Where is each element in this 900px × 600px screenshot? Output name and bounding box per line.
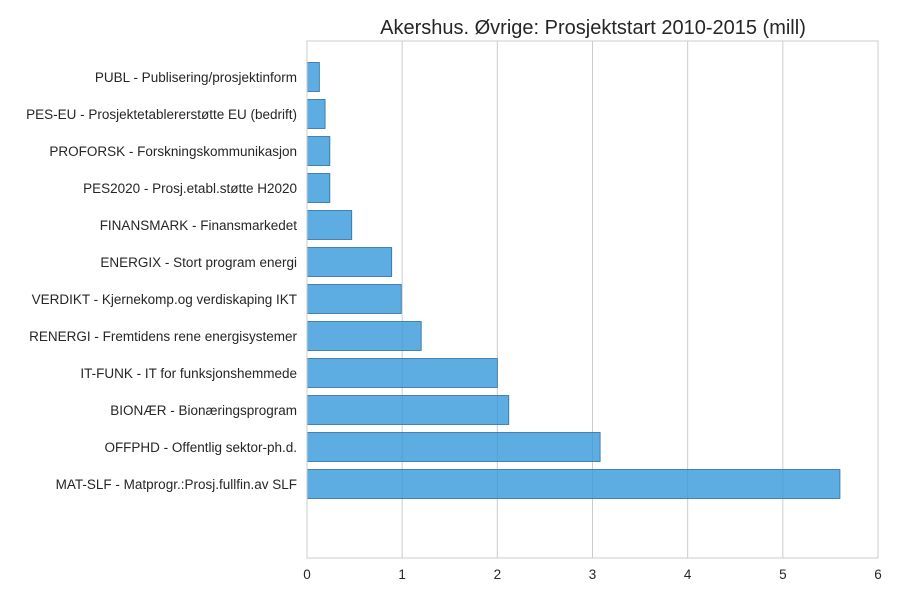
- x-tick-label: 2: [494, 567, 502, 582]
- plot-frame: [306, 40, 879, 559]
- bar: [306, 99, 326, 129]
- category-label: PES-EU - Prosjektetablererstøtte EU (bed…: [26, 107, 297, 122]
- category-label: FINANSMARK - Finansmarkedet: [100, 218, 298, 233]
- bar: [306, 173, 331, 203]
- category-label: RENERGI - Fremtidens rene energisystemer: [29, 329, 297, 344]
- x-tick-label: 6: [874, 567, 882, 582]
- x-tick-label: 4: [684, 567, 692, 582]
- category-label: ENERGIX - Stort program energi: [100, 255, 297, 270]
- category-label: PROFORSK - Forskningskommunikasjon: [49, 144, 297, 159]
- x-tick-label: 0: [303, 567, 311, 582]
- bars: [306, 62, 841, 499]
- bar: [306, 62, 320, 92]
- x-tick-labels: 0 1 2 3 4 5 6: [303, 567, 882, 582]
- bar: [306, 136, 331, 166]
- category-label: OFFPHD - Offentlig sektor-ph.d.: [104, 440, 297, 455]
- x-tick-label: 5: [779, 567, 787, 582]
- category-labels: PUBL - Publisering/prosjektinform PES-EU …: [26, 70, 297, 492]
- bar: [306, 321, 422, 351]
- category-label: IT-FUNK - IT for funksjonshemmede: [80, 366, 297, 381]
- bar: [306, 432, 601, 462]
- x-tick-label: 3: [589, 567, 597, 582]
- bar: [306, 284, 402, 314]
- chart-title: Akershus. Øvrige: Prosjektstart 2010-201…: [380, 17, 806, 39]
- bar: [306, 210, 353, 240]
- category-label: PUBL - Publisering/prosjektinform: [95, 70, 297, 85]
- category-label: BIONÆR - Bionæringsprogram: [110, 403, 297, 418]
- bar: [306, 395, 510, 425]
- category-label: MAT-SLF - Matprogr.:Prosj.fullfin.av SLF: [56, 477, 297, 492]
- bar: [306, 358, 498, 388]
- x-tick-label: 1: [398, 567, 406, 582]
- category-label: PES2020 - Prosj.etabl.støtte H2020: [83, 181, 297, 196]
- bar: [306, 469, 841, 499]
- category-label: VERDIKT - Kjernekomp.og verdiskaping IKT: [32, 292, 297, 307]
- bar: [306, 247, 393, 277]
